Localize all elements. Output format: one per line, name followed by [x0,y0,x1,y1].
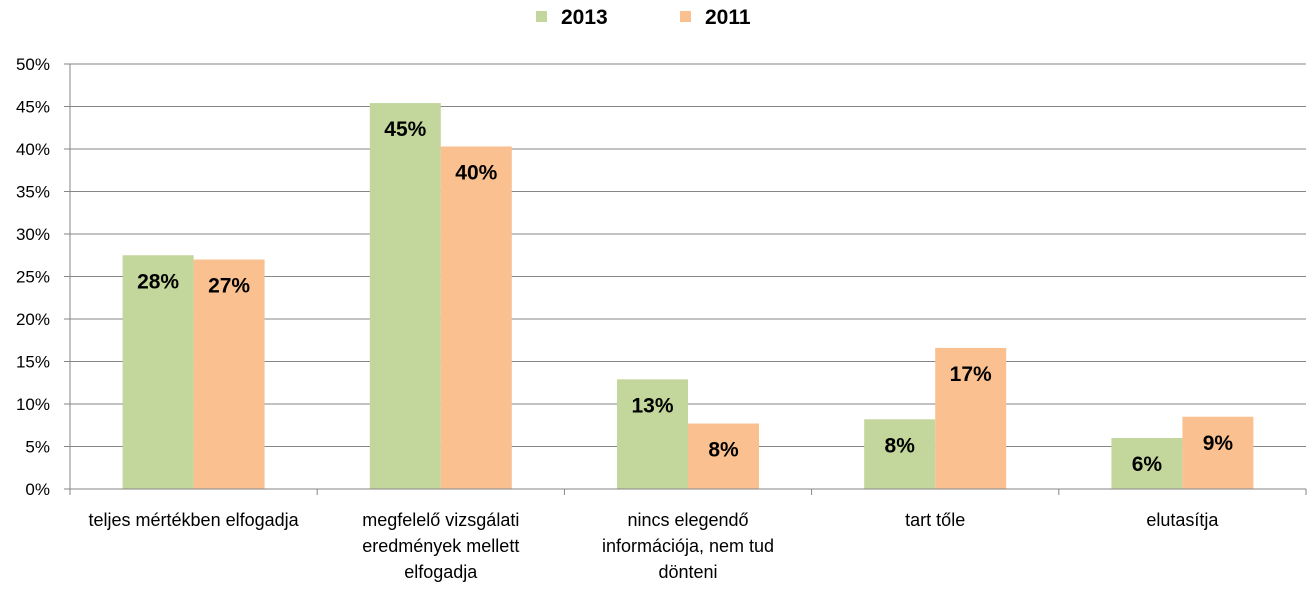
bar-2011 [193,259,265,489]
y-tick-label: 40% [16,140,50,159]
data-label: 9% [1203,432,1234,455]
bar-2013 [369,103,441,489]
category-label: információja, nem tud [602,536,774,556]
bar-2013 [122,255,194,489]
category-label: eredmények mellett [362,536,519,556]
legend-swatch [536,11,547,22]
category-label: elfogadja [404,562,478,582]
category-label: dönteni [658,562,717,582]
bar-2011 [935,347,1007,489]
data-label: 27% [208,275,250,298]
category-label: tart tőle [905,510,965,530]
category-label: elutasítja [1146,510,1219,530]
y-tick-label: 5% [25,438,50,457]
y-tick-label: 50% [16,55,50,74]
y-tick-label: 10% [16,395,50,414]
data-label: 8% [708,439,739,462]
category-label: teljes mértékben elfogadja [89,510,300,530]
data-label: 13% [631,394,673,417]
y-tick-label: 35% [16,183,50,202]
data-label: 6% [1132,453,1163,476]
data-label: 17% [950,363,992,386]
y-tick-label: 20% [16,310,50,329]
legend-label: 2013 [561,6,608,29]
category-label: nincs elegendő [627,510,748,530]
category-label: megfelelő vizsgálati [362,510,519,530]
y-tick-label: 0% [25,480,50,499]
y-tick-label: 45% [16,98,50,117]
bars: 28% 27% 45% 40% 13% 8% 8% 17% 6% 9% [122,103,1254,489]
bar-2011 [440,146,512,489]
legend-swatch [680,11,691,22]
y-tick-label: 30% [16,225,50,244]
x-axis: teljes mértékben elfogadja megfelelő vizs… [69,488,1307,582]
y-tick-label: 25% [16,268,50,287]
gridlines [70,63,1306,447]
bar-2013 [864,419,936,489]
bar-2011 [688,423,759,489]
data-label: 40% [455,161,497,184]
legend-label: 2011 [705,6,751,29]
data-label: 8% [885,434,916,457]
y-axis: 0% 5% 10% 15% 20% 25% 30% 35% 40% 45% 50% [16,55,71,499]
y-tick-label: 15% [16,353,50,372]
bar-2013 [617,379,688,489]
data-label: 45% [384,118,426,141]
bar-2011 [1182,416,1254,489]
bar-2013 [1111,438,1183,489]
data-label: 28% [137,270,179,293]
legend: 2013 2011 [536,6,751,29]
